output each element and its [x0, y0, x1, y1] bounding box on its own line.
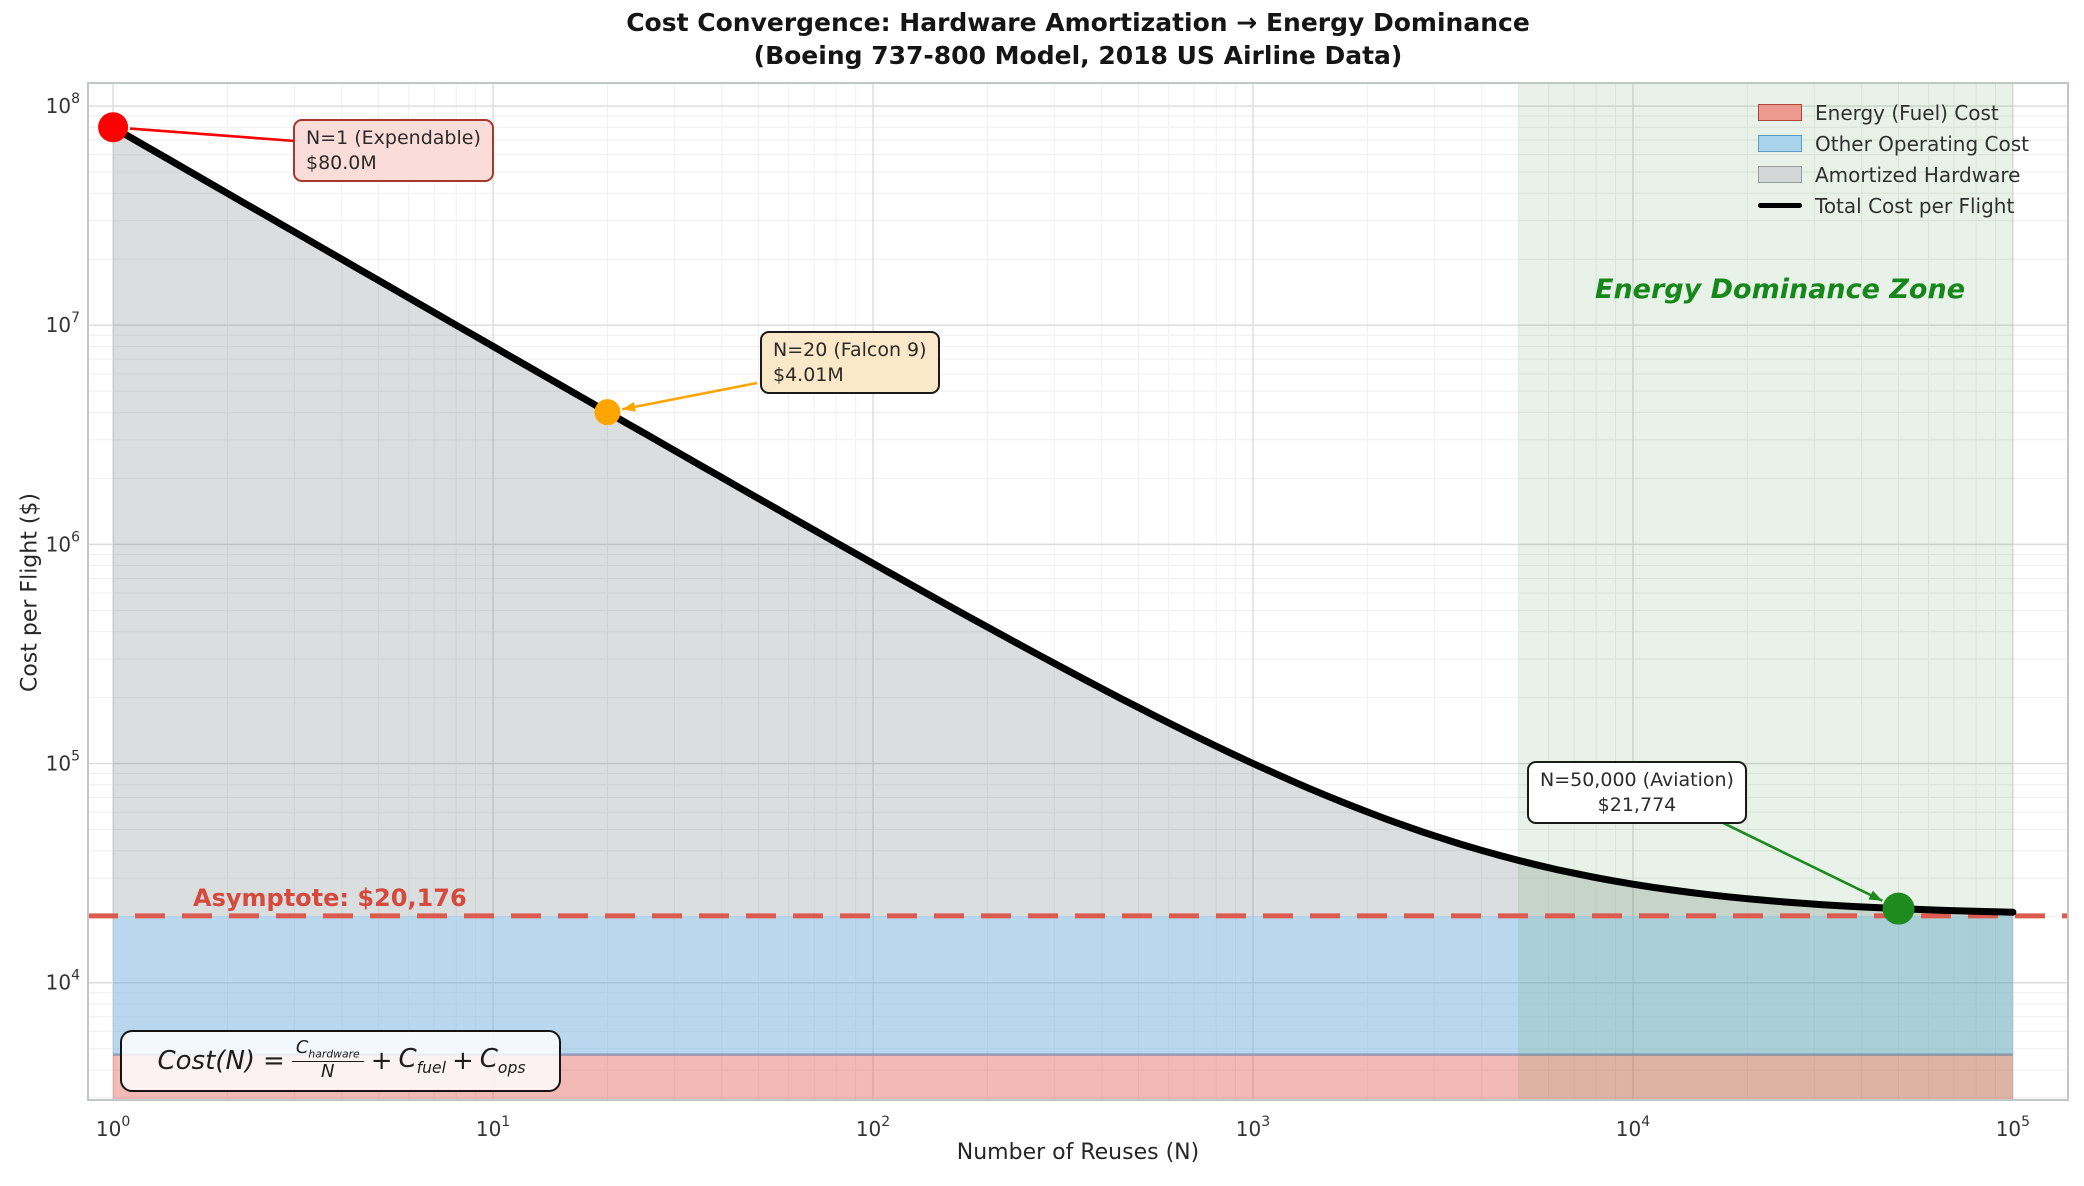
annotation-line1: N=1 (Expendable) [306, 127, 481, 149]
annotation-line2: $21,774 [1597, 793, 1677, 816]
legend-item-other-operating-cost: Other Operating Cost [1758, 128, 2029, 159]
y-tick-label: 105 [46, 749, 80, 776]
formula-num-sub: hardware [308, 1047, 360, 1061]
plot-frame [87, 82, 2069, 1101]
x-tick-label: 103 [1236, 1114, 1270, 1141]
annotation-expendable: N=1 (Expendable) $80.0M [293, 119, 494, 183]
energy-dominance-zone-label: Energy Dominance Zone [1595, 274, 1966, 305]
y-tick-label: 104 [46, 968, 80, 995]
legend-item-total-cost: Total Cost per Flight [1758, 190, 2029, 221]
legend-item-amortized-hardware: Amortized Hardware [1758, 159, 2029, 190]
data-point-marker [594, 399, 621, 426]
annotation-connector-line [1712, 816, 1883, 902]
annotation-line2: $80.0M [306, 151, 377, 174]
y-axis-label: Cost per Flight ($) [17, 493, 43, 693]
formula-plus2: + [451, 1046, 474, 1076]
asymptote-label: Asymptote: $20,176 [193, 884, 467, 912]
annotation-aviation: N=50,000 (Aviation) $21,774 [1527, 761, 1747, 825]
formula-ops-base: C [479, 1044, 498, 1075]
data-point-marker [1882, 892, 1915, 925]
annotation-connectors [129, 127, 1883, 902]
annotation-connector-line [129, 127, 296, 143]
amortized-hardware-swatch-icon [1758, 166, 1802, 183]
total-cost-curve [109, 123, 2017, 916]
x-tick-label: 105 [1996, 1114, 2030, 1141]
legend-label: Amortized Hardware [1815, 162, 2021, 187]
formula-equals: = [263, 1046, 285, 1076]
formula-lhs: Cost(N) [157, 1046, 256, 1076]
formula-plus1: + [370, 1046, 393, 1076]
y-tick-labels: 104 105 106 107 108 [46, 91, 80, 995]
annotation-line1: N=50,000 (Aviation) [1540, 769, 1734, 791]
formula-num-base: C [295, 1037, 309, 1059]
y-tick-label: 108 [46, 91, 80, 118]
annotation-falcon9: N=20 (Falcon 9) $4.01M [760, 331, 940, 395]
x-tick-label: 100 [96, 1114, 130, 1141]
legend-label: Total Cost per Flight [1815, 193, 2015, 218]
annotation-line2: $4.01M [773, 363, 844, 386]
x-tick-label: 104 [1616, 1114, 1650, 1141]
other-operating-swatch-icon [1758, 135, 1802, 152]
formula-denominator: N [321, 1061, 335, 1083]
chart-title-line2: (Boeing 737-800 Model, 2018 US Airline D… [753, 41, 1403, 70]
amortized-hardware-band [113, 127, 2013, 916]
legend-label: Other Operating Cost [1815, 131, 2029, 156]
energy-fuel-swatch-icon [1758, 104, 1802, 121]
total-cost-line-swatch-icon [1758, 203, 1802, 208]
annotation-arrowhead-icon [1868, 890, 1883, 901]
formula-fraction: Chardware N [291, 1037, 364, 1083]
annotation-connector-line [621, 381, 758, 411]
formula-fuel-base: C [398, 1044, 417, 1075]
data-point-markers [98, 112, 1915, 925]
y-tick-label: 106 [46, 529, 80, 556]
chart-title: Cost Convergence: Hardware Amortization … [88, 6, 2068, 72]
x-tick-label: 102 [856, 1114, 890, 1141]
chart-title-line1: Cost Convergence: Hardware Amortization … [626, 8, 1530, 37]
cost-formula-box: Cost(N) = Chardware N + Cfuel + Cops [120, 1030, 561, 1092]
formula-fuel-term: Cfuel [399, 1044, 446, 1077]
formula-fuel-sub: fuel [416, 1059, 446, 1078]
formula-ops-sub: ops [497, 1059, 526, 1078]
y-tick-label: 107 [46, 310, 80, 337]
formula-numerator: Chardware [291, 1037, 364, 1063]
legend-item-energy-fuel-cost: Energy (Fuel) Cost [1758, 97, 2029, 128]
x-tick-label: 101 [476, 1114, 510, 1141]
legend-label: Energy (Fuel) Cost [1815, 100, 1999, 125]
x-axis-label: Number of Reuses (N) [956, 1140, 1200, 1165]
formula-ops-term: Cops [480, 1044, 526, 1077]
x-tick-labels: 100 101 102 103 104 105 [96, 1114, 2030, 1141]
annotation-line1: N=20 (Falcon 9) [773, 339, 927, 361]
annotation-arrowhead-icon [622, 401, 636, 412]
legend: Energy (Fuel) Cost Other Operating Cost … [1758, 97, 2029, 221]
data-point-marker [98, 112, 129, 143]
energy-dominance-zone-region [1518, 83, 2013, 1100]
